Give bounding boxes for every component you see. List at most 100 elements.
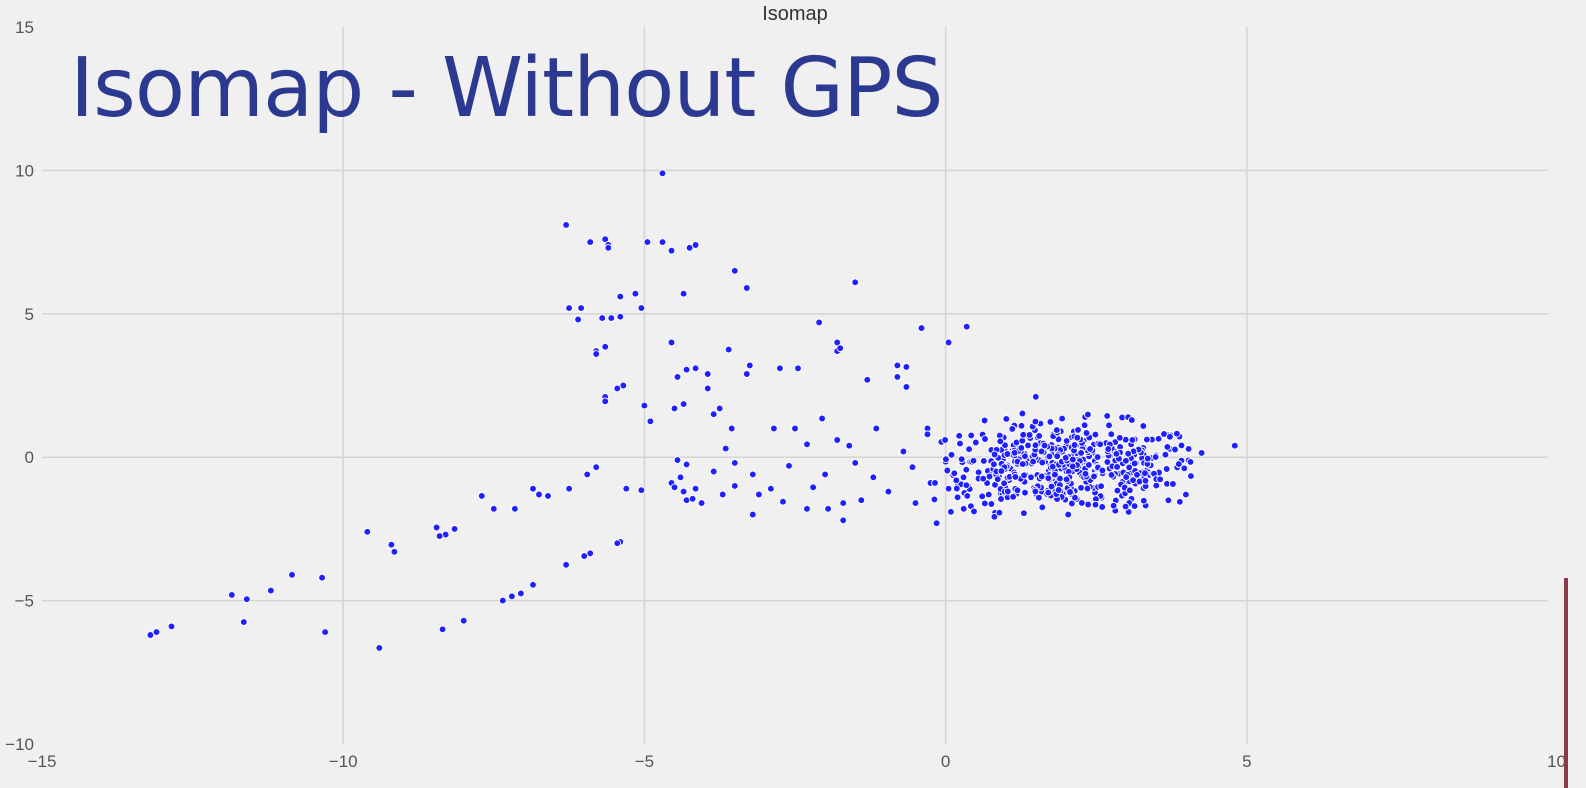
scatter-point <box>962 465 971 474</box>
scatter-point <box>658 238 667 246</box>
scatter-point <box>697 499 706 507</box>
scatter-point <box>839 516 848 525</box>
scatter-point <box>1061 453 1070 462</box>
scatter-point <box>646 417 655 426</box>
scatter-point <box>742 370 751 378</box>
scatter-point <box>1003 487 1012 496</box>
scatter-point <box>363 527 372 536</box>
scatter-point <box>1113 486 1122 495</box>
scatter-point <box>953 493 962 502</box>
scatter-point <box>1113 463 1121 471</box>
scatter-point <box>498 596 507 605</box>
scatter-point <box>1091 430 1100 439</box>
y-tick-label: 10 <box>15 161 34 180</box>
scatter-point <box>1156 475 1164 484</box>
scatter-point <box>1031 392 1040 401</box>
scatter-point <box>1175 497 1184 506</box>
scatter-point <box>930 495 939 504</box>
scatter-point <box>978 492 987 501</box>
scatter-point <box>987 500 996 508</box>
scatter-point <box>239 618 248 626</box>
scatter-point <box>718 490 727 499</box>
scatter-point <box>577 304 585 312</box>
scatter-point <box>959 473 968 482</box>
scatter-point <box>1018 409 1027 418</box>
scatter-point <box>997 467 1006 475</box>
scatter-point <box>637 304 646 312</box>
scatter-point <box>815 318 823 327</box>
scatter-point <box>1051 470 1059 479</box>
scatter-point <box>869 473 878 482</box>
scatter-point <box>658 169 667 178</box>
gridlines <box>42 27 1548 744</box>
scatter-point <box>779 497 787 506</box>
scatter-point <box>604 243 613 252</box>
scatter-point <box>1035 493 1043 502</box>
scatter-point <box>1084 410 1092 419</box>
scatter-point <box>902 383 911 391</box>
scatter-point <box>1080 421 1089 430</box>
scatter-point <box>1062 437 1071 445</box>
scatter-point <box>508 592 516 601</box>
scatter-point <box>981 435 989 443</box>
scatter-point <box>1139 422 1148 430</box>
scatter-point <box>1003 450 1012 458</box>
scatter-point <box>963 492 972 500</box>
scatter-point <box>598 314 607 322</box>
x-tick-label: −5 <box>635 752 654 771</box>
scatter-point <box>967 431 976 440</box>
scatter-point <box>321 628 329 636</box>
scatter-point <box>1154 434 1163 443</box>
scatter-point <box>1230 441 1239 450</box>
scatter-point <box>1031 417 1040 426</box>
scatter-point <box>673 373 682 381</box>
scatter-point <box>990 460 998 469</box>
scatter-point <box>911 499 920 507</box>
scatter-point <box>1074 426 1082 434</box>
scatter-point <box>688 494 697 503</box>
scatter-point <box>1122 473 1131 481</box>
scatter-point <box>1152 481 1161 490</box>
scatter-point <box>1048 462 1057 471</box>
scatter-point <box>990 450 999 459</box>
scatter-point <box>979 457 988 465</box>
scatter-point <box>1096 440 1105 449</box>
scatter-point <box>1021 452 1029 461</box>
scatter-point <box>1130 459 1139 468</box>
scatter-point <box>622 484 631 493</box>
scatter-point <box>1177 441 1186 450</box>
scatter-point <box>1103 412 1112 420</box>
scatter-point <box>387 540 396 549</box>
scatter-point <box>1141 469 1149 478</box>
scatter-point <box>1125 463 1134 472</box>
scatter-point <box>477 492 486 500</box>
scatter-point <box>857 496 866 505</box>
scatter-point <box>565 304 573 312</box>
scatter-point <box>941 436 949 444</box>
scatter-point <box>727 424 736 433</box>
scatter-point <box>691 364 700 373</box>
scatter-point <box>1121 502 1130 511</box>
scatter-point <box>893 361 902 370</box>
chart-title: Isomap <box>762 3 828 25</box>
y-tick-label: 15 <box>15 18 34 37</box>
scatter-point <box>562 221 570 229</box>
scatter-point <box>969 456 978 465</box>
scatter-point <box>959 504 968 513</box>
scatter-point <box>673 456 682 464</box>
scatter-point <box>580 552 589 560</box>
scatter-point <box>601 397 610 406</box>
scatter-point <box>923 430 932 439</box>
scatter-point <box>1084 461 1093 469</box>
scatter-point <box>1174 460 1183 468</box>
scatter-point <box>529 484 537 493</box>
scatter-point <box>809 483 817 492</box>
scatter-point <box>794 364 802 373</box>
scatter-point <box>267 586 275 595</box>
scatter-point <box>544 492 552 500</box>
scatter-point <box>616 312 625 321</box>
scatter-point <box>971 438 980 447</box>
scatter-point <box>872 424 881 433</box>
scatter-point <box>709 467 718 476</box>
scatter-point <box>679 289 688 298</box>
